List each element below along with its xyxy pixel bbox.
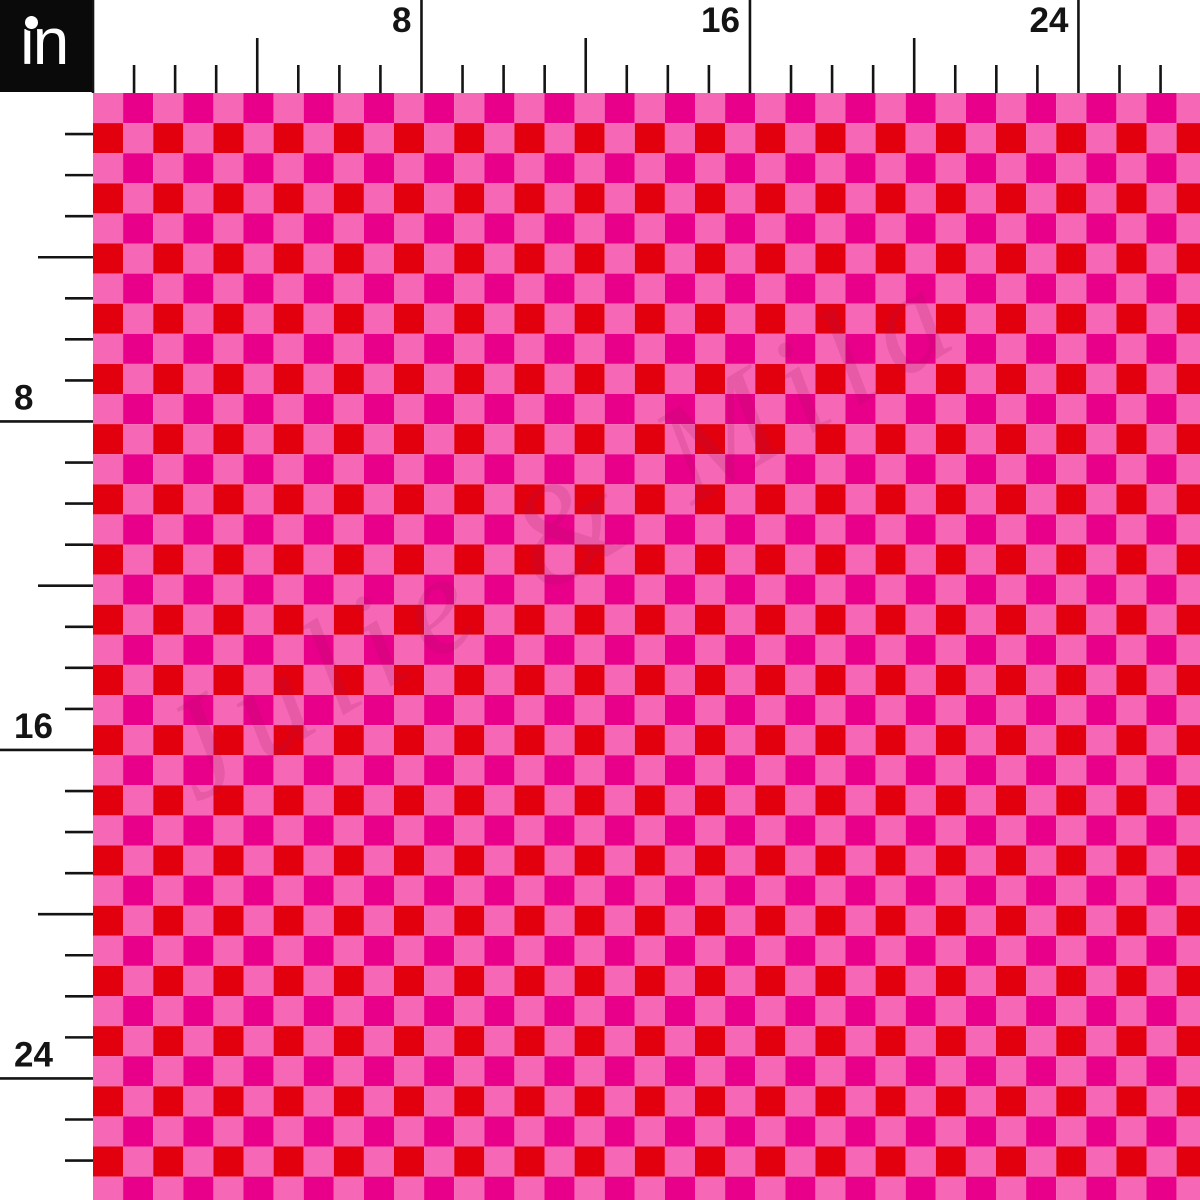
svg-text:24: 24	[1030, 1, 1069, 40]
svg-text:16: 16	[14, 707, 53, 746]
svg-text:16: 16	[701, 1, 740, 40]
svg-text:8: 8	[14, 378, 33, 417]
svg-text:8: 8	[392, 1, 411, 40]
svg-text:24: 24	[14, 1035, 53, 1074]
